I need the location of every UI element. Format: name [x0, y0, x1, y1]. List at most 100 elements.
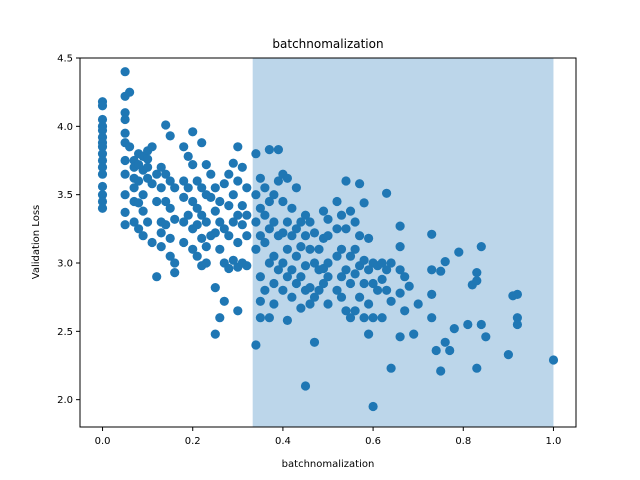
data-point [264, 145, 274, 155]
data-point [201, 258, 211, 268]
data-point [386, 258, 396, 268]
data-point [305, 217, 315, 227]
data-point [97, 181, 108, 192]
data-point [269, 299, 279, 309]
data-point [97, 169, 108, 179]
data-point [138, 231, 148, 241]
data-point [192, 203, 202, 213]
data-point [215, 217, 225, 227]
data-point [395, 332, 405, 342]
data-point [377, 258, 387, 268]
data-point [287, 203, 297, 213]
data-point [237, 162, 247, 172]
data-point [242, 210, 252, 220]
data-point [97, 203, 108, 213]
data-point [156, 183, 166, 193]
data-point [97, 190, 108, 200]
data-point [287, 292, 297, 302]
data-point [165, 131, 175, 141]
data-point [192, 251, 202, 261]
data-point [120, 155, 130, 166]
data-point [237, 201, 247, 211]
data-point [395, 242, 405, 252]
data-point [120, 128, 130, 138]
data-point [242, 231, 252, 241]
data-point [341, 224, 351, 234]
data-point [282, 173, 292, 183]
data-point [386, 363, 396, 373]
data-point [355, 292, 365, 302]
data-point [323, 214, 333, 224]
data-point [449, 324, 459, 334]
data-point [323, 299, 333, 309]
data-point [188, 160, 198, 170]
data-point [355, 231, 365, 241]
data-point [147, 179, 157, 189]
data-point [183, 210, 193, 220]
x-tick-label: 0.0 [95, 436, 111, 447]
data-point [377, 274, 387, 284]
data-point [472, 268, 482, 278]
data-point [336, 210, 347, 220]
data-point [183, 183, 193, 193]
data-point [156, 162, 166, 172]
data-point [97, 162, 108, 172]
data-point [355, 179, 365, 189]
data-point [332, 224, 342, 234]
data-point [192, 176, 202, 186]
data-point [219, 296, 229, 306]
data-point [341, 306, 351, 316]
data-point [318, 278, 329, 289]
data-point [427, 313, 437, 323]
x-tick-label: 0.4 [275, 436, 291, 447]
data-point [251, 149, 261, 159]
data-point [300, 381, 311, 391]
data-point [318, 206, 329, 216]
data-point [278, 228, 288, 238]
data-point [188, 196, 198, 207]
data-point [436, 366, 446, 376]
data-point [215, 313, 225, 323]
data-point [228, 158, 238, 168]
data-point [287, 231, 297, 241]
data-point [512, 319, 523, 330]
data-point [224, 201, 234, 211]
data-point [264, 224, 274, 234]
data-point [219, 179, 229, 189]
data-point [152, 196, 162, 207]
data-point [278, 258, 288, 268]
data-point [359, 278, 369, 289]
data-point [219, 224, 229, 234]
data-point [345, 206, 356, 216]
data-point [350, 269, 360, 279]
data-point [210, 283, 220, 293]
data-point [224, 263, 234, 274]
data-point [345, 313, 356, 323]
data-point [147, 142, 157, 152]
data-point [228, 217, 238, 227]
data-point [436, 266, 446, 276]
data-point [291, 183, 301, 193]
data-point [242, 261, 252, 271]
data-point [332, 196, 342, 207]
data-point [273, 145, 283, 155]
data-point [197, 183, 207, 193]
data-point [170, 214, 180, 224]
data-point [291, 251, 301, 261]
data-point [273, 176, 283, 186]
data-point [201, 242, 211, 252]
data-point [503, 350, 513, 360]
data-point [224, 231, 234, 241]
data-point [170, 268, 180, 278]
highlight-span [252, 58, 554, 427]
data-point [377, 313, 387, 323]
data-point [382, 188, 392, 198]
data-point [305, 283, 315, 293]
data-point [138, 190, 148, 200]
data-point [197, 138, 207, 148]
data-point [179, 192, 189, 202]
data-point [309, 292, 320, 302]
data-point [255, 296, 265, 306]
data-point [260, 210, 270, 220]
data-point [260, 183, 270, 193]
